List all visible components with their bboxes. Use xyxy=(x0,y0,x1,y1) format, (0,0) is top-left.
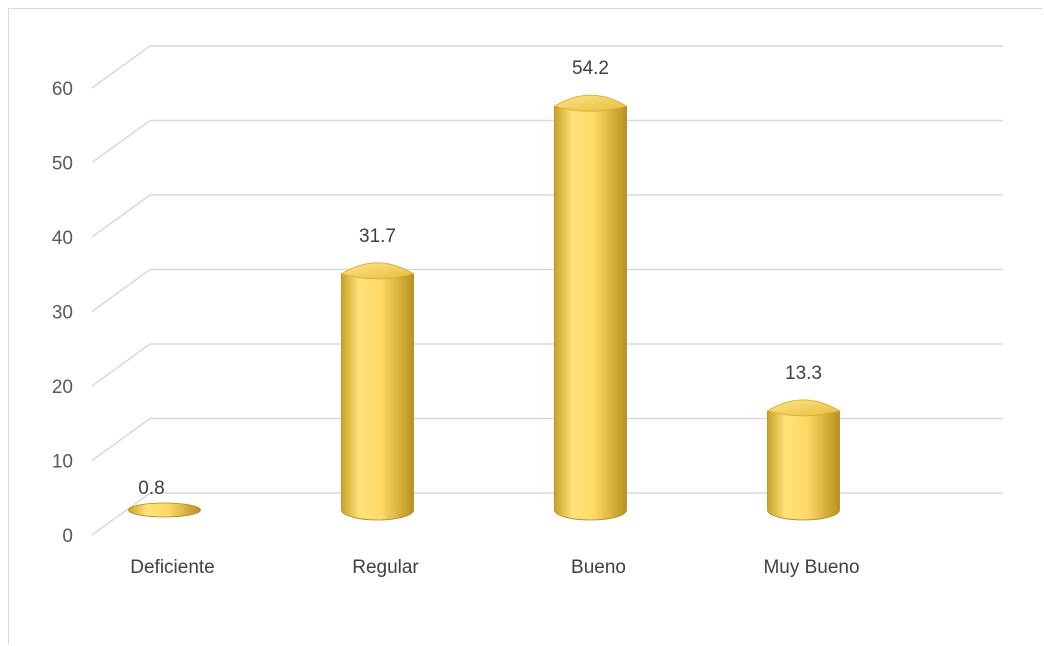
bar-regular xyxy=(340,262,415,521)
data-label: 54.2 xyxy=(572,58,609,79)
gridline-diagonal xyxy=(91,268,151,313)
gridline-diagonal xyxy=(91,492,151,536)
bar-deficiente xyxy=(128,502,201,518)
bar-cap xyxy=(553,94,628,112)
category-label: Muy Bueno xyxy=(763,557,859,578)
category-labels: Deficiente Regular Bueno Muy Bueno xyxy=(130,557,859,578)
category-label: Deficiente xyxy=(130,557,215,578)
data-label: 13.3 xyxy=(785,363,822,384)
bar-body xyxy=(554,105,627,521)
chart-frame xyxy=(8,8,1042,644)
y-tick-label: 40 xyxy=(52,228,73,249)
y-tick-label: 30 xyxy=(52,303,73,324)
bar-cap xyxy=(766,399,841,417)
y-axis-ticks: 0 10 20 30 40 50 60 xyxy=(52,79,73,547)
y-tick-label: 20 xyxy=(52,377,73,398)
y-tick-label: 60 xyxy=(52,79,73,100)
data-labels: 0.8 31.7 54.2 13.3 xyxy=(138,58,822,499)
gridline-diagonal xyxy=(91,119,151,164)
y-tick-label: 0 xyxy=(62,526,73,547)
gridline-diagonal xyxy=(91,417,151,462)
data-label: 0.8 xyxy=(138,478,164,499)
data-label: 31.7 xyxy=(359,226,396,247)
bar-body xyxy=(341,273,414,521)
gridline-diagonal xyxy=(91,194,151,238)
bar-body xyxy=(767,410,840,521)
gridline-diagonal xyxy=(91,343,151,387)
bar-muy-bueno xyxy=(766,399,841,521)
category-label: Regular xyxy=(352,557,419,578)
y-tick-label: 50 xyxy=(52,154,73,175)
bar-bueno xyxy=(553,94,628,521)
y-tick-label: 10 xyxy=(52,452,73,473)
gridlines xyxy=(91,45,1003,536)
bar-body xyxy=(128,502,201,518)
category-label: Bueno xyxy=(571,557,626,578)
bars xyxy=(128,94,841,521)
bar-cap xyxy=(340,262,415,280)
gridline-diagonal xyxy=(91,45,151,89)
